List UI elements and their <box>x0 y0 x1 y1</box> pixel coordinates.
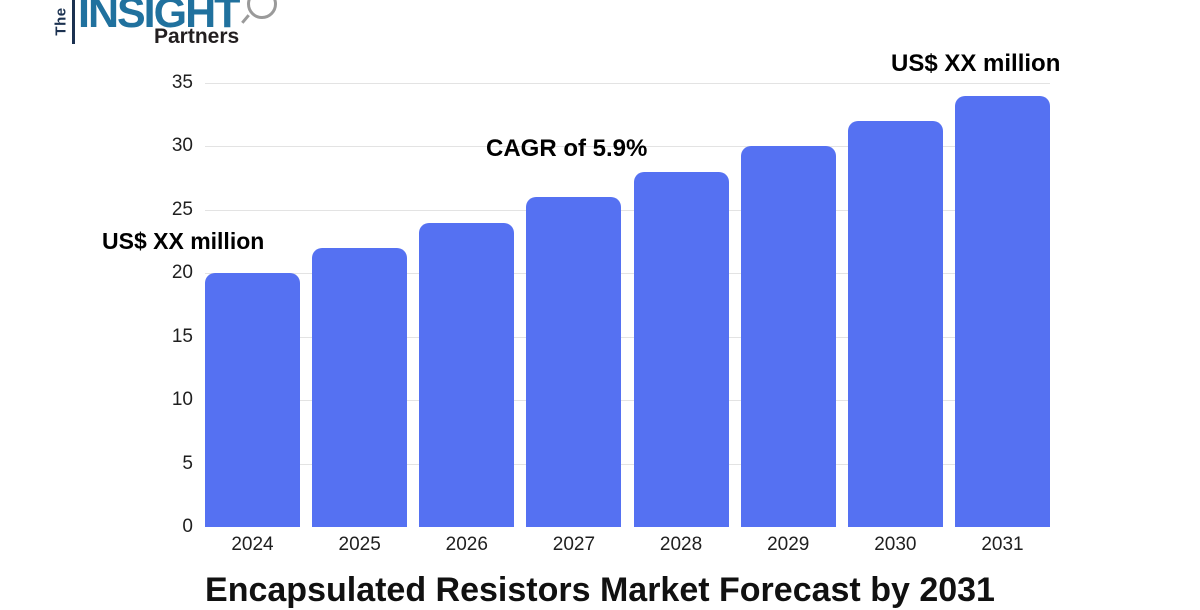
bar-2030 <box>847 121 943 527</box>
logo-insight-text: INSIGHT <box>78 0 240 37</box>
y-axis-tick-label: 5 <box>182 452 193 474</box>
bar-2025 <box>312 247 408 527</box>
insight-partners-logo: The INSIGHT Partners <box>52 0 285 54</box>
y-axis-tick-label: 15 <box>171 325 193 347</box>
bar-2026 <box>419 222 515 527</box>
x-axis-tick-label: 2026 <box>445 534 488 555</box>
x-axis-tick-label: 2025 <box>338 534 381 555</box>
annotation-cagr: CAGR of 5.9% <box>486 135 648 162</box>
bar-2027 <box>526 197 622 527</box>
bar-2028 <box>633 171 729 527</box>
y-axis-tick-label: 20 <box>171 262 193 284</box>
x-axis-tick-label: 2031 <box>981 534 1024 555</box>
y-axis-tick-label: 35 <box>171 72 193 93</box>
gridline <box>205 209 1050 211</box>
gridline <box>205 83 1050 84</box>
bar-2024 <box>205 273 300 527</box>
annotation-last-bar-value: US$ XX million <box>891 50 1061 77</box>
y-axis-tick-label: 30 <box>171 135 193 157</box>
gridline <box>205 146 1050 148</box>
x-axis-tick-label: 2030 <box>874 534 917 555</box>
logo-divider <box>72 0 75 44</box>
y-axis-tick-label: 25 <box>171 198 193 220</box>
x-axis-tick-label: 2027 <box>552 534 596 555</box>
plot-area: 0 5 10 15 20 25 30 35 2024 2025 2026 2027 2028 2029 20… <box>172 72 1050 555</box>
x-axis-tick-label: 2029 <box>767 534 810 555</box>
y-axis-tick-label: 0 <box>182 516 193 537</box>
magnifying-glass-icon <box>247 0 277 19</box>
gridline <box>205 273 1050 275</box>
bar-2031 <box>955 95 1050 527</box>
annotation-first-bar-value: US$ XX million <box>102 228 265 254</box>
x-axis-tick-label: 2024 <box>231 534 274 555</box>
y-axis-tick-label: 10 <box>171 389 193 411</box>
logo-partners-text: Partners <box>154 25 240 48</box>
bar-2029 <box>740 146 836 527</box>
gridline <box>205 463 1050 465</box>
x-axis-tick-label: 2028 <box>659 534 703 555</box>
logo-the-text: The <box>52 7 70 36</box>
magnifying-glass-handle-icon <box>241 14 250 24</box>
gridline <box>205 400 1050 402</box>
chart-title: Encapsulated Resistors Market Forecast b… <box>205 571 995 609</box>
gridline <box>205 336 1050 338</box>
